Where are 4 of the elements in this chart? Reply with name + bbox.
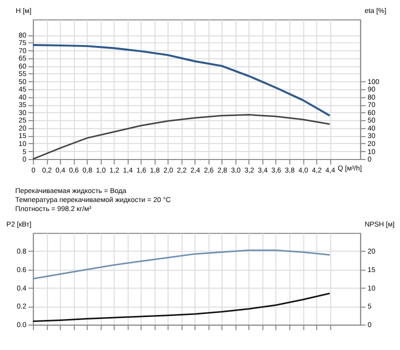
line-series	[32, 114, 330, 160]
line-series	[32, 250, 330, 280]
line-series	[32, 44, 331, 117]
line-series	[32, 292, 330, 322]
